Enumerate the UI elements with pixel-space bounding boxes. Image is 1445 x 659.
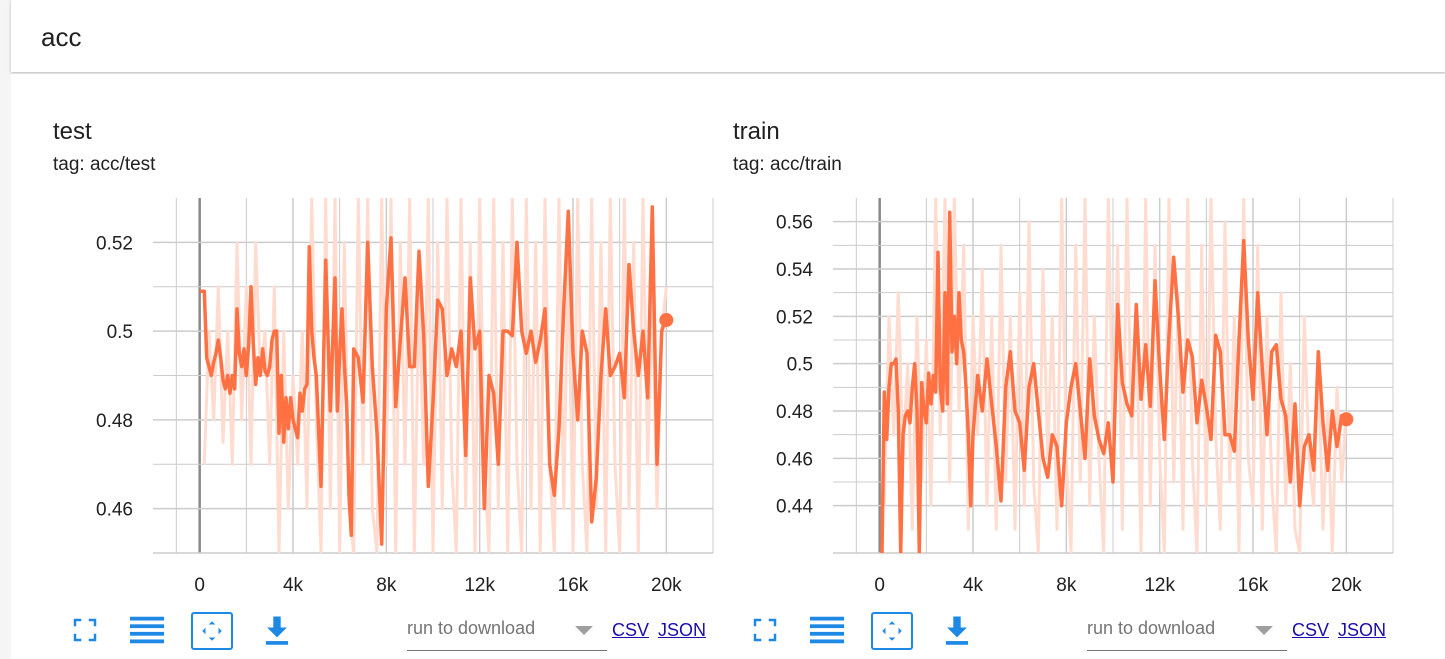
section-title: acc <box>41 22 82 52</box>
download-icon[interactable] <box>259 612 295 648</box>
x-tick-label: 0 <box>874 575 885 596</box>
csv-link[interactable]: CSV <box>1292 620 1330 640</box>
x-tick-label: 20k <box>1331 575 1362 596</box>
x-tick-label: 8k <box>376 575 397 596</box>
x-tick-label: 12k <box>1144 575 1175 596</box>
chart-card-test: test tag: acc/test 0 4k 8k 12k 16k 20k 0.46 0.4… <box>11 74 714 659</box>
x-tick-label: 0 <box>194 575 205 596</box>
y-tick-label: 0.52 <box>776 307 813 328</box>
chart-tag: tag: acc/train <box>733 154 842 175</box>
series-line-smoothed <box>880 210 1348 553</box>
json-link[interactable]: JSON <box>1338 620 1387 640</box>
line-chart-test[interactable]: 0 4k 8k 12k 16k 20k 0.46 0.48 0.5 0.52 <box>11 192 714 596</box>
plot-area <box>880 198 1348 553</box>
chart-toolbar: run to download CSV JSON <box>11 606 706 656</box>
section-header[interactable]: acc <box>11 0 1445 72</box>
json-link[interactable]: JSON <box>658 620 707 640</box>
y-tick-label: 0.46 <box>96 500 133 521</box>
chart-toolbar: run to download CSV JSON <box>691 606 1386 656</box>
x-tick-label: 12k <box>464 575 495 596</box>
series-line-smoothed <box>199 205 668 546</box>
y-tick-label: 0.48 <box>776 402 813 423</box>
download-icon[interactable] <box>939 612 975 648</box>
y-tick-label: 0.44 <box>776 497 813 518</box>
list-icon[interactable] <box>129 612 165 648</box>
y-tick-label: 0.5 <box>787 355 813 376</box>
fullscreen-icon[interactable] <box>747 612 783 648</box>
y-tick-label: 0.52 <box>96 233 133 254</box>
run-select-placeholder: run to download <box>1087 618 1216 638</box>
y-tick-label: 0.5 <box>107 322 133 343</box>
y-tick-label: 0.46 <box>776 449 813 470</box>
chart-card-train: train tag: acc/train 0 4k 8k 12k 16k 20k 0.44 0… <box>691 74 1394 659</box>
y-tick-label: 0.54 <box>776 260 813 281</box>
x-tick-label: 16k <box>558 575 589 596</box>
fit-domain-icon[interactable] <box>871 612 913 650</box>
plot-area <box>199 198 668 553</box>
csv-link[interactable]: CSV <box>612 620 650 640</box>
y-tick-label: 0.56 <box>776 213 813 234</box>
run-select-placeholder: run to download <box>407 618 536 638</box>
x-tick-label: 16k <box>1238 575 1269 596</box>
chevron-down-icon <box>575 626 593 635</box>
list-icon[interactable] <box>809 612 845 648</box>
x-tick-label: 20k <box>651 575 682 596</box>
chart-title: train <box>733 118 780 145</box>
chart-title: test <box>53 118 92 145</box>
run-select[interactable]: run to download <box>1087 614 1287 651</box>
line-chart-train[interactable]: 0 4k 8k 12k 16k 20k 0.44 0.46 0.48 0.5 0.52 0.54 0.5… <box>691 192 1394 596</box>
chevron-down-icon <box>1255 626 1273 635</box>
last-point-marker <box>1339 412 1354 427</box>
run-select[interactable]: run to download <box>407 614 607 651</box>
x-tick-label: 8k <box>1056 575 1077 596</box>
fit-domain-icon[interactable] <box>191 612 233 650</box>
y-tick-label: 0.48 <box>96 411 133 432</box>
last-point-marker <box>659 313 674 328</box>
chart-tag: tag: acc/test <box>53 154 156 175</box>
fullscreen-icon[interactable] <box>67 612 103 648</box>
x-tick-label: 4k <box>963 575 984 596</box>
charts-container: test tag: acc/test 0 4k 8k 12k 16k 20k 0.46 0.4… <box>11 74 1445 659</box>
x-tick-label: 4k <box>283 575 304 596</box>
